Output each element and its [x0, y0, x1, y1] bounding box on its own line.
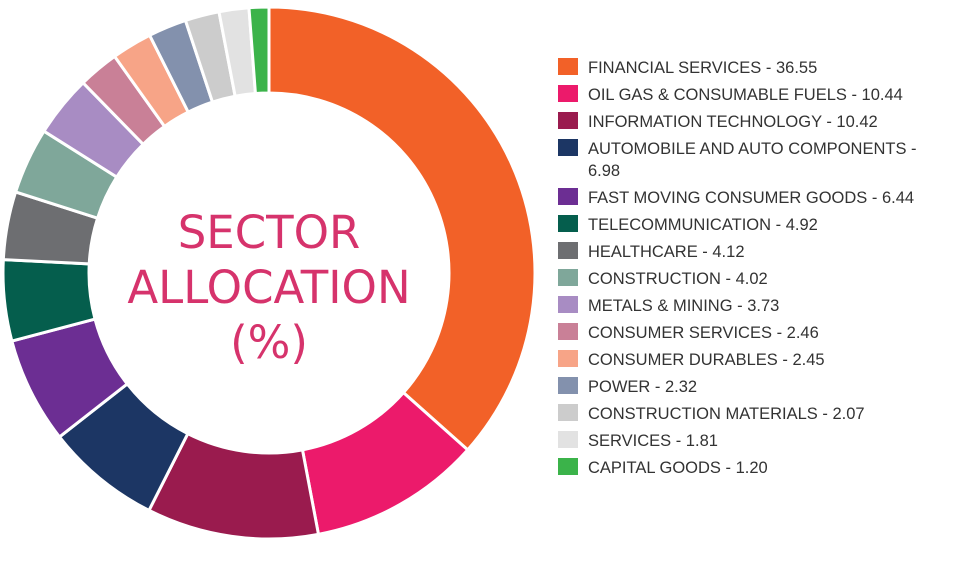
chart-legend: FINANCIAL SERVICES - 36.55 OIL GAS & CONS… [558, 57, 953, 484]
legend-label: POWER - 2.32 [588, 378, 698, 396]
legend-label: HEALTHCARE - 4.12 [588, 243, 745, 261]
legend-label: SERVICES - 1.81 [588, 432, 718, 450]
legend-swatch [558, 112, 578, 129]
legend-item: METALS & MINING - 3.73 [558, 295, 953, 317]
donut-slice-capital-goods [247, 5, 271, 96]
legend-swatch [558, 242, 578, 259]
legend-item: INFORMATION TECHNOLOGY - 10.42 [558, 111, 953, 133]
legend-swatch [558, 269, 578, 286]
legend-item: FINANCIAL SERVICES - 36.55 [558, 57, 953, 79]
legend-label: OIL GAS & CONSUMABLE FUELS - 10.44 [588, 86, 903, 104]
legend-swatch [558, 215, 578, 232]
legend-swatch [558, 85, 578, 102]
legend-item: OIL GAS & CONSUMABLE FUELS - 10.44 [558, 84, 953, 106]
legend-label: FINANCIAL SERVICES - 36.55 [588, 59, 818, 77]
legend-label: INFORMATION TECHNOLOGY - 10.42 [588, 113, 878, 131]
legend-label: CONSTRUCTION MATERIALS - 2.07 [588, 405, 865, 423]
center-title-line-2: ALLOCATION [127, 261, 411, 314]
legend-swatch [558, 139, 578, 156]
legend-label: CONSUMER SERVICES - 2.46 [588, 324, 819, 342]
legend-item: CONSTRUCTION MATERIALS - 2.07 [558, 403, 953, 425]
legend-label: CAPITAL GOODS - 1.20 [588, 459, 768, 477]
legend-item: SERVICES - 1.81 [558, 430, 953, 452]
legend-swatch [558, 350, 578, 367]
chart-center-title: SECTOR ALLOCATION (%) [88, 205, 450, 370]
legend-item: POWER - 2.32 [558, 376, 953, 398]
center-title-line-1: SECTOR [177, 206, 361, 259]
donut-slice-financial-services [267, 5, 537, 452]
legend-item: HEALTHCARE - 4.12 [558, 241, 953, 263]
legend-swatch [558, 296, 578, 313]
legend-item: CONSUMER SERVICES - 2.46 [558, 322, 953, 344]
legend-item: FAST MOVING CONSUMER GOODS - 6.44 [558, 187, 953, 209]
legend-item: CONSUMER DURABLES - 2.45 [558, 349, 953, 371]
legend-item: AUTOMOBILE AND AUTO COMPONENTS - 6.98 [558, 138, 953, 182]
legend-label: METALS & MINING - 3.73 [588, 297, 780, 315]
legend-label: TELECOMMUNICATION - 4.92 [588, 216, 818, 234]
center-title-line-3: (%) [230, 316, 308, 369]
legend-swatch [558, 188, 578, 205]
legend-swatch [558, 404, 578, 421]
legend-swatch [558, 323, 578, 340]
legend-label: CONSUMER DURABLES - 2.45 [588, 351, 825, 369]
legend-swatch [558, 377, 578, 394]
legend-swatch [558, 458, 578, 475]
legend-label: AUTOMOBILE AND AUTO COMPONENTS - 6.98 [588, 140, 917, 180]
legend-item: CAPITAL GOODS - 1.20 [558, 457, 953, 479]
legend-label: CONSTRUCTION - 4.02 [588, 270, 768, 288]
legend-item: CONSTRUCTION - 4.02 [558, 268, 953, 290]
legend-label: FAST MOVING CONSUMER GOODS - 6.44 [588, 189, 915, 207]
legend-item: TELECOMMUNICATION - 4.92 [558, 214, 953, 236]
legend-swatch [558, 58, 578, 75]
legend-swatch [558, 431, 578, 448]
